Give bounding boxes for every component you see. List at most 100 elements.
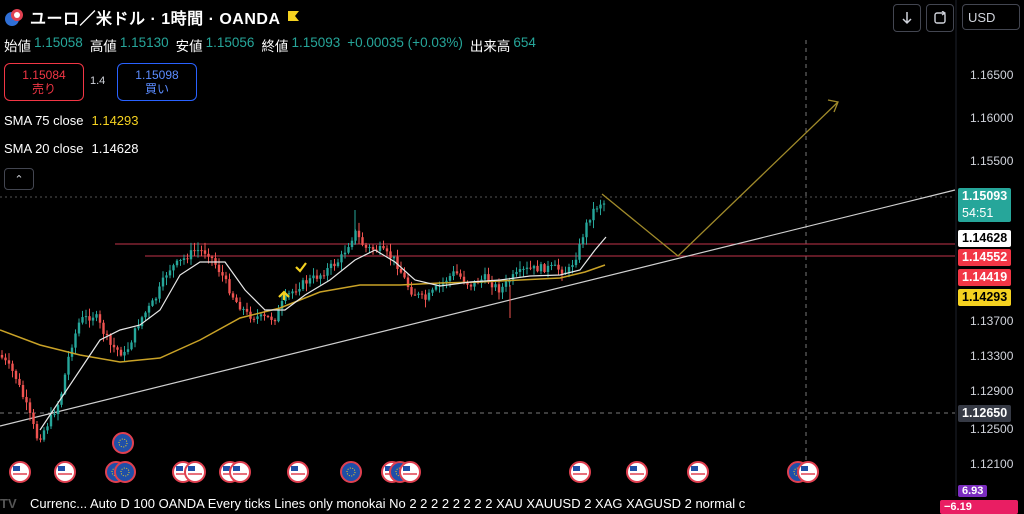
- sma20-legend[interactable]: SMA 20 close 1.14628: [4, 141, 139, 156]
- candle-body: [32, 412, 35, 425]
- candle-body: [382, 246, 385, 249]
- candle-body: [53, 414, 56, 416]
- us-flag-canton: [630, 466, 637, 471]
- candle-body: [448, 276, 452, 281]
- refresh-icon: [934, 11, 947, 24]
- candle-body: [445, 280, 448, 283]
- axis-tick: 1.16000: [970, 111, 1014, 125]
- candle-body: [28, 402, 32, 413]
- candle-body: [109, 335, 112, 345]
- candle-body: [578, 244, 581, 260]
- download-button[interactable]: [893, 4, 921, 32]
- candle-body: [588, 220, 592, 223]
- buy-button[interactable]: 1.15098 買い: [117, 63, 197, 101]
- candle-body: [599, 204, 602, 209]
- us-flag-canton: [58, 466, 65, 471]
- candle-body: [364, 244, 368, 248]
- refresh-button[interactable]: [926, 4, 954, 32]
- candle-body: [459, 273, 462, 277]
- candle-body: [431, 289, 434, 293]
- candle-body: [81, 317, 84, 323]
- sell-button[interactable]: 1.15084 売り: [4, 63, 84, 101]
- candle-body: [585, 222, 588, 238]
- sma20-value: 1.14628: [91, 141, 139, 156]
- eurusd-symbol-icon: [4, 7, 24, 27]
- arrow-down-icon: [902, 12, 912, 25]
- ohlc-legend: 始値 1.15058 高値 1.15130 安値 1.15056 終値 1.15093 …: [4, 35, 540, 55]
- us-event-icon: [229, 461, 251, 483]
- candle-body: [263, 314, 266, 317]
- candle-body: [210, 256, 214, 259]
- close-value: 1.15093: [291, 35, 341, 50]
- axis-tick: 1.12500: [970, 422, 1014, 436]
- candle-body: [305, 280, 308, 284]
- candle-body: [501, 286, 504, 293]
- current-price-label: 1.15093 54:51: [958, 188, 1012, 222]
- eu-flag-stars: [120, 467, 130, 477]
- candle-body: [151, 300, 154, 306]
- currency-label: USD: [968, 9, 996, 25]
- high-value: 1.15130: [119, 35, 169, 50]
- candle-body: [7, 360, 11, 364]
- volume-value: 654: [513, 35, 536, 50]
- candle-body: [74, 333, 77, 348]
- candle-body: [207, 253, 210, 257]
- candle-body: [130, 342, 133, 350]
- candle-body: [14, 370, 18, 379]
- candle-body: [469, 284, 473, 287]
- flag-icon[interactable]: [287, 10, 300, 24]
- low-value: 1.15056: [205, 35, 255, 50]
- eu-event-icon: [114, 461, 136, 483]
- indicator-status-text[interactable]: Currenc... Auto D 100 OANDA Every ticks …: [30, 496, 746, 511]
- candle-body: [529, 267, 532, 269]
- candle-body: [179, 260, 182, 262]
- sma75-legend[interactable]: SMA 75 close 1.14293: [4, 113, 139, 128]
- candle-body: [368, 247, 371, 249]
- symbol-title[interactable]: ユーロ／米ドル · 1時間 · OANDA: [30, 11, 281, 28]
- candle-body: [525, 267, 529, 269]
- candle-body: [483, 274, 487, 280]
- spread-value: 1.4: [90, 75, 106, 87]
- candle-body: [399, 268, 403, 273]
- us-event-icon: [797, 461, 819, 483]
- candle-body: [182, 258, 186, 261]
- us-flag-canton: [403, 466, 410, 471]
- chevron-up-icon: ⌃: [14, 173, 24, 186]
- currency-selector[interactable]: USD: [962, 4, 1020, 30]
- candle-body: [186, 258, 189, 260]
- us-flag-canton: [573, 466, 580, 471]
- candle-body: [102, 322, 105, 334]
- open-label: 始値: [4, 39, 31, 54]
- high-label: 高値: [89, 39, 117, 54]
- candle-body: [77, 322, 81, 334]
- sma75-value: 1.14293: [91, 113, 139, 128]
- candle-body: [532, 265, 536, 269]
- candle-body: [175, 260, 179, 266]
- axis-tick: 1.16500: [970, 68, 1014, 82]
- candle-body: [392, 256, 396, 259]
- candle-body: [193, 250, 196, 252]
- current-price-value: 1.15093: [962, 189, 1008, 203]
- candle-body: [494, 284, 497, 288]
- candle-body: [91, 317, 95, 321]
- candle-body: [95, 314, 98, 318]
- candle-body: [522, 268, 525, 270]
- axis-tick: 1.12900: [970, 384, 1014, 398]
- candle-body: [319, 275, 322, 279]
- candle-body: [49, 414, 53, 427]
- candle-body: [396, 256, 399, 269]
- trend-line: [0, 189, 956, 427]
- buy-arrow-marker: [278, 290, 290, 300]
- us-event-icon: [687, 461, 709, 483]
- candle-body: [217, 264, 221, 273]
- axis-tick: 1.15500: [970, 154, 1014, 168]
- candle-body: [25, 397, 28, 403]
- candle-body: [4, 357, 7, 361]
- sma20-line: [39, 236, 607, 431]
- collapse-legend-button[interactable]: ⌃: [4, 168, 34, 190]
- us-flag-canton: [291, 466, 298, 471]
- candle-body: [105, 333, 109, 336]
- candle-body: [21, 384, 25, 398]
- candle-body: [172, 265, 175, 271]
